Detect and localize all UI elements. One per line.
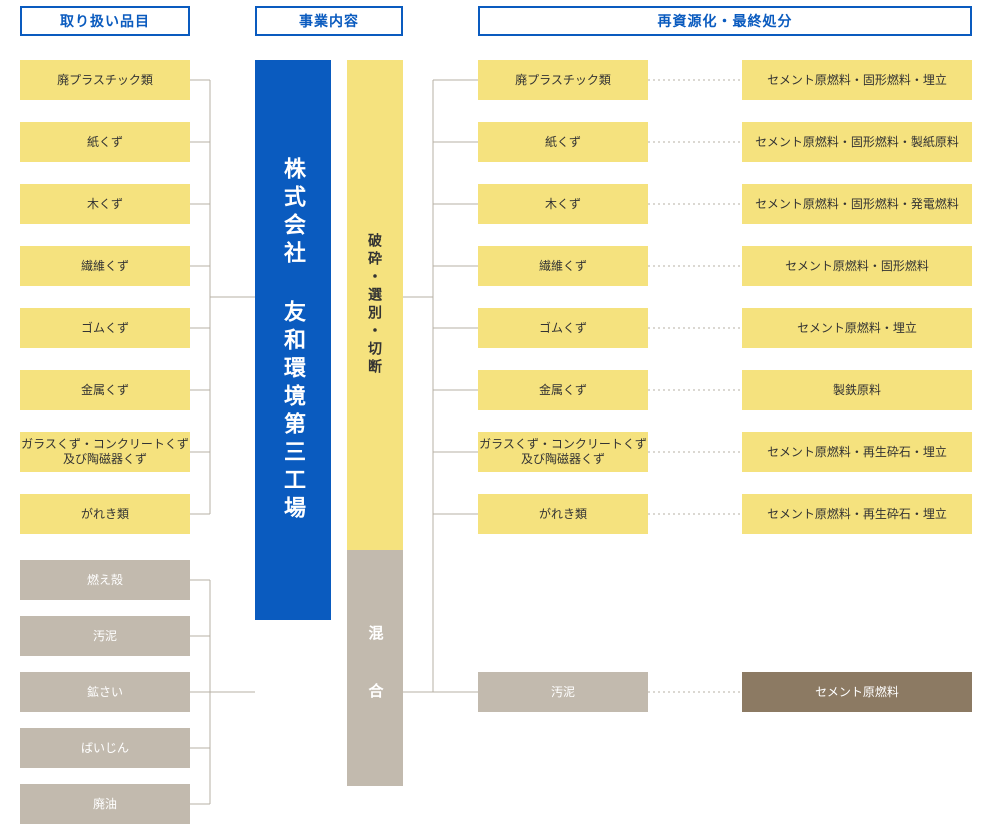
input-yellow-1: 紙くず: [20, 122, 190, 162]
mid-yellow-4: ゴムくず: [478, 308, 648, 348]
input-yellow-6: ガラスくず・コンクリートくず 及び陶磁器くず: [20, 432, 190, 472]
process-mix: 混 合: [347, 550, 403, 786]
input-yellow-3: 繊維くず: [20, 246, 190, 286]
input-yellow-4: ゴムくず: [20, 308, 190, 348]
process-crush-label: 破砕・選別・切断: [365, 233, 385, 377]
process-crush: 破砕・選別・切断: [347, 60, 403, 550]
out-yellow-6: セメント原燃料・再生砕石・埋立: [742, 432, 972, 472]
header-center-label: 事業内容: [299, 11, 359, 31]
input-gray-2: 鉱さい: [20, 672, 190, 712]
input-gray-4: 廃油: [20, 784, 190, 824]
header-center: 事業内容: [255, 6, 403, 36]
mid-yellow-5: 金属くず: [478, 370, 648, 410]
header-left-label: 取り扱い品目: [60, 11, 150, 31]
mid-yellow-2: 木くず: [478, 184, 648, 224]
header-right: 再資源化・最終処分: [478, 6, 972, 36]
mid-yellow-3: 繊維くず: [478, 246, 648, 286]
out-yellow-5: 製鉄原料: [742, 370, 972, 410]
mid-yellow-6: ガラスくず・コンクリートくず 及び陶磁器くず: [478, 432, 648, 472]
process-mix-label: 混 合: [365, 625, 386, 712]
out-yellow-0: セメント原燃料・固形燃料・埋立: [742, 60, 972, 100]
input-gray-3: ばいじん: [20, 728, 190, 768]
mid-gray-sludge: 汚泥: [478, 672, 648, 712]
out-yellow-3: セメント原燃料・固形燃料: [742, 246, 972, 286]
company-label: 株式会社 友和環境第三工場: [277, 157, 309, 524]
mid-yellow-1: 紙くず: [478, 122, 648, 162]
out-brown-cement: セメント原燃料: [742, 672, 972, 712]
mid-yellow-7: がれき類: [478, 494, 648, 534]
mid-yellow-0: 廃プラスチック類: [478, 60, 648, 100]
out-yellow-4: セメント原燃料・埋立: [742, 308, 972, 348]
out-yellow-2: セメント原燃料・固形燃料・発電燃料: [742, 184, 972, 224]
input-gray-1: 汚泥: [20, 616, 190, 656]
input-yellow-0: 廃プラスチック類: [20, 60, 190, 100]
out-yellow-1: セメント原燃料・固形燃料・製紙原料: [742, 122, 972, 162]
input-yellow-2: 木くず: [20, 184, 190, 224]
input-gray-0: 燃え殻: [20, 560, 190, 600]
company-column: 株式会社 友和環境第三工場: [255, 60, 331, 620]
header-right-label: 再資源化・最終処分: [658, 11, 793, 31]
input-yellow-7: がれき類: [20, 494, 190, 534]
header-left: 取り扱い品目: [20, 6, 190, 36]
out-yellow-7: セメント原燃料・再生砕石・埋立: [742, 494, 972, 534]
input-yellow-5: 金属くず: [20, 370, 190, 410]
